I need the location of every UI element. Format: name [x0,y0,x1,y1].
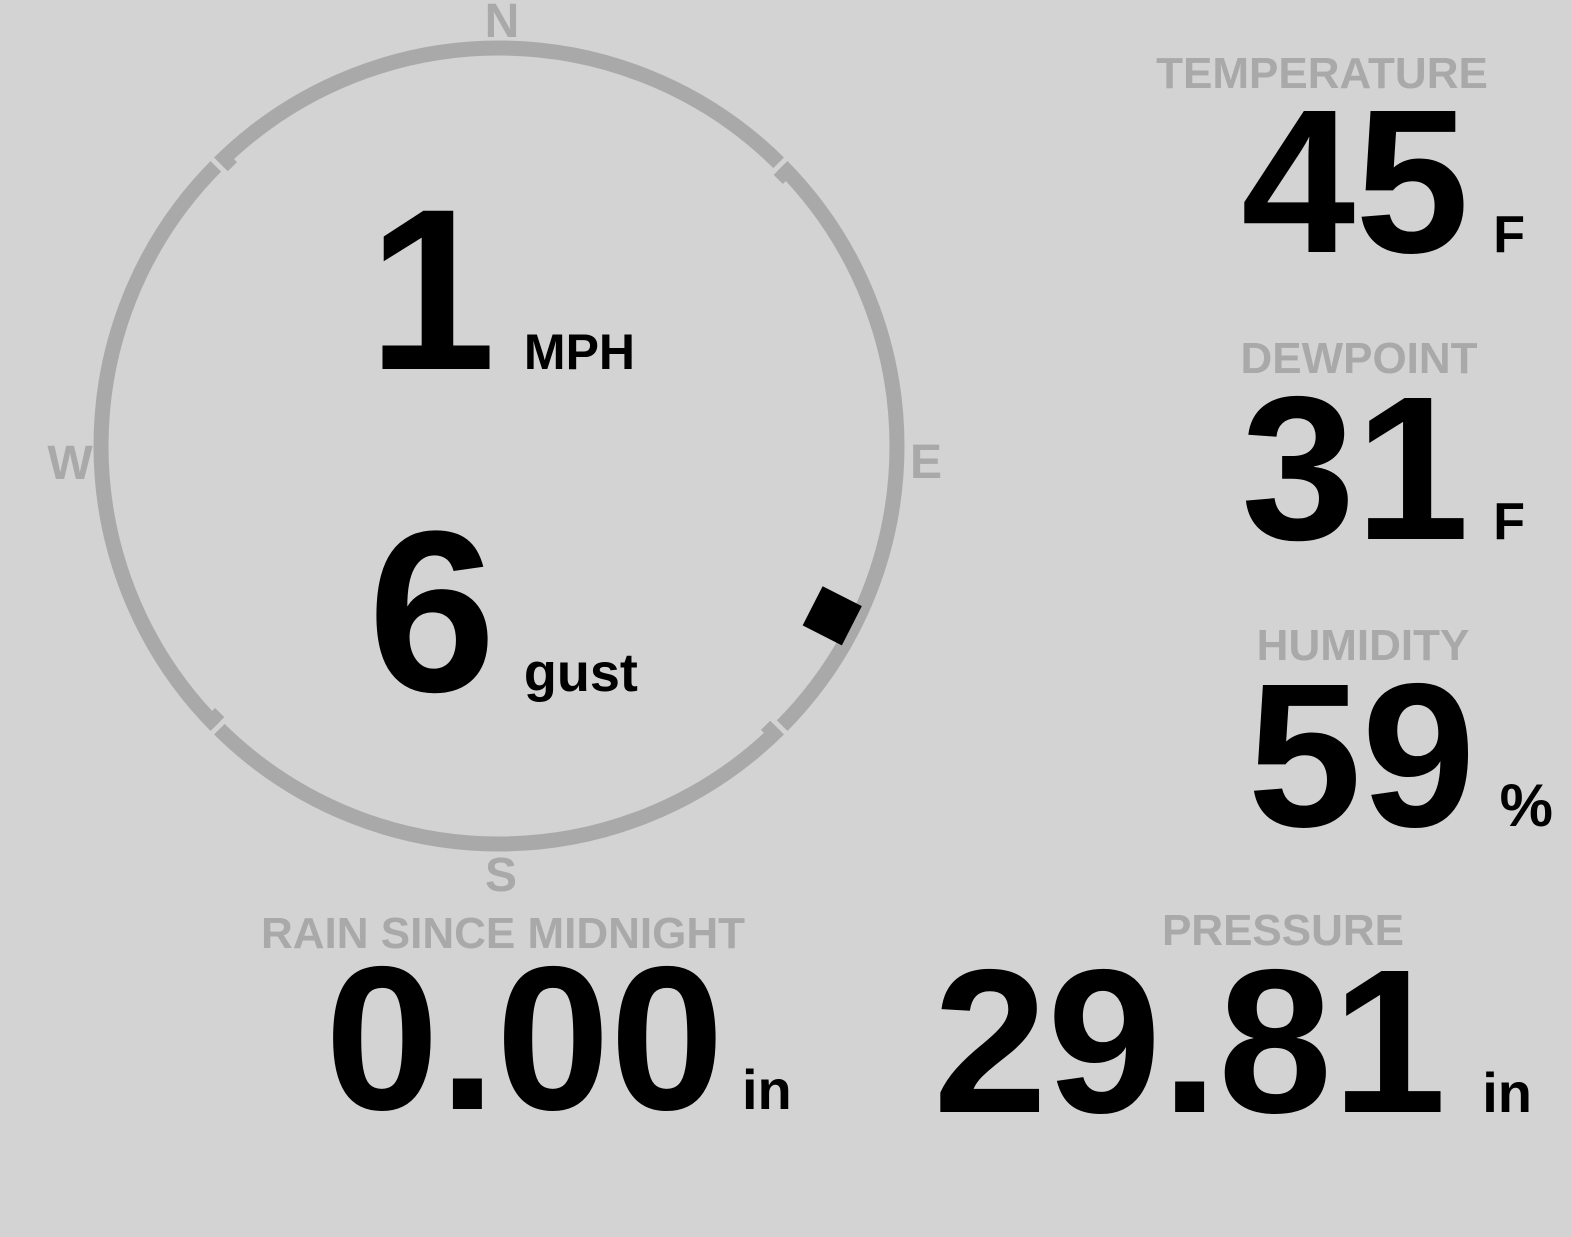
rain-unit: in [742,1058,792,1121]
compass-label-east: E [909,436,943,489]
humidity-unit: % [1499,772,1553,839]
dewpoint-label: DEWPOINT [1240,334,1478,383]
dewpoint-unit: F [1493,493,1525,551]
compass-tick-nw [208,151,238,174]
compass-circle [93,40,905,852]
pressure-unit: in [1482,1061,1532,1124]
compass-tick-sw [204,707,227,737]
compass-label-north: N [484,0,520,48]
dewpoint-value: 31 [1241,354,1470,583]
pressure-reading: 29.81 in [933,939,1532,1144]
pressure-value: 29.81 [933,927,1447,1156]
compass-tick-se [760,718,790,741]
humidity-label: HUMIDITY [1256,621,1470,670]
compass-label-south: S [484,849,518,902]
rain-label: RAIN SINCE MIDNIGHT [261,909,745,958]
wind-gust: 6 gust [368,497,638,727]
wind-speed-value: 1 [368,161,496,418]
humidity-reading: 59 % [1248,653,1553,858]
wind-direction-marker [802,586,862,646]
humidity-value: 59 [1247,641,1476,870]
pressure-label: PRESSURE [1161,906,1405,955]
dewpoint-reading: 31 F [1241,366,1525,571]
wind-gust-unit: gust [523,643,638,703]
temperature-value: 45 [1241,67,1470,296]
compass-tick-ne [771,155,794,185]
temperature-label: TEMPERATURE [1156,49,1488,98]
rain-reading: 0.00 in [325,936,792,1141]
wind-speed-unit: MPH [523,324,636,380]
wind-gust-value: 6 [368,483,496,740]
compass-label-west: W [47,437,93,490]
temperature-reading: 45 F [1241,79,1525,284]
rain-value: 0.00 [325,924,724,1153]
temperature-unit: F [1493,206,1525,264]
wind-speed: 1 MPH [368,175,635,405]
